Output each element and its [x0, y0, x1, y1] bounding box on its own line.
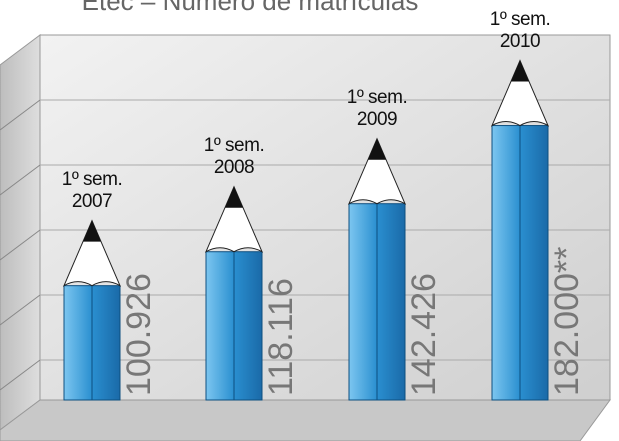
value-label: 100.926 — [120, 273, 158, 396]
value-label: 118.116 — [262, 278, 300, 396]
category-label: 1º sem. 2008 — [199, 135, 269, 179]
category-label: 1º sem. 2010 — [485, 9, 555, 53]
value-label: 182.000** — [548, 247, 586, 396]
pencil — [492, 61, 548, 400]
chart: 100.926 118.116 142.426 182.000** Etec – Nú… — [0, 0, 619, 441]
category-label: 1º sem. 2007 — [57, 169, 127, 213]
value-label: 142.426 — [405, 273, 443, 396]
chart-canvas: 100.926 118.116 142.426 182.000** — [0, 0, 619, 441]
chart-title: Etec – Número de matrículas — [0, 0, 500, 17]
category-label: 1º sem. 2009 — [342, 87, 412, 131]
